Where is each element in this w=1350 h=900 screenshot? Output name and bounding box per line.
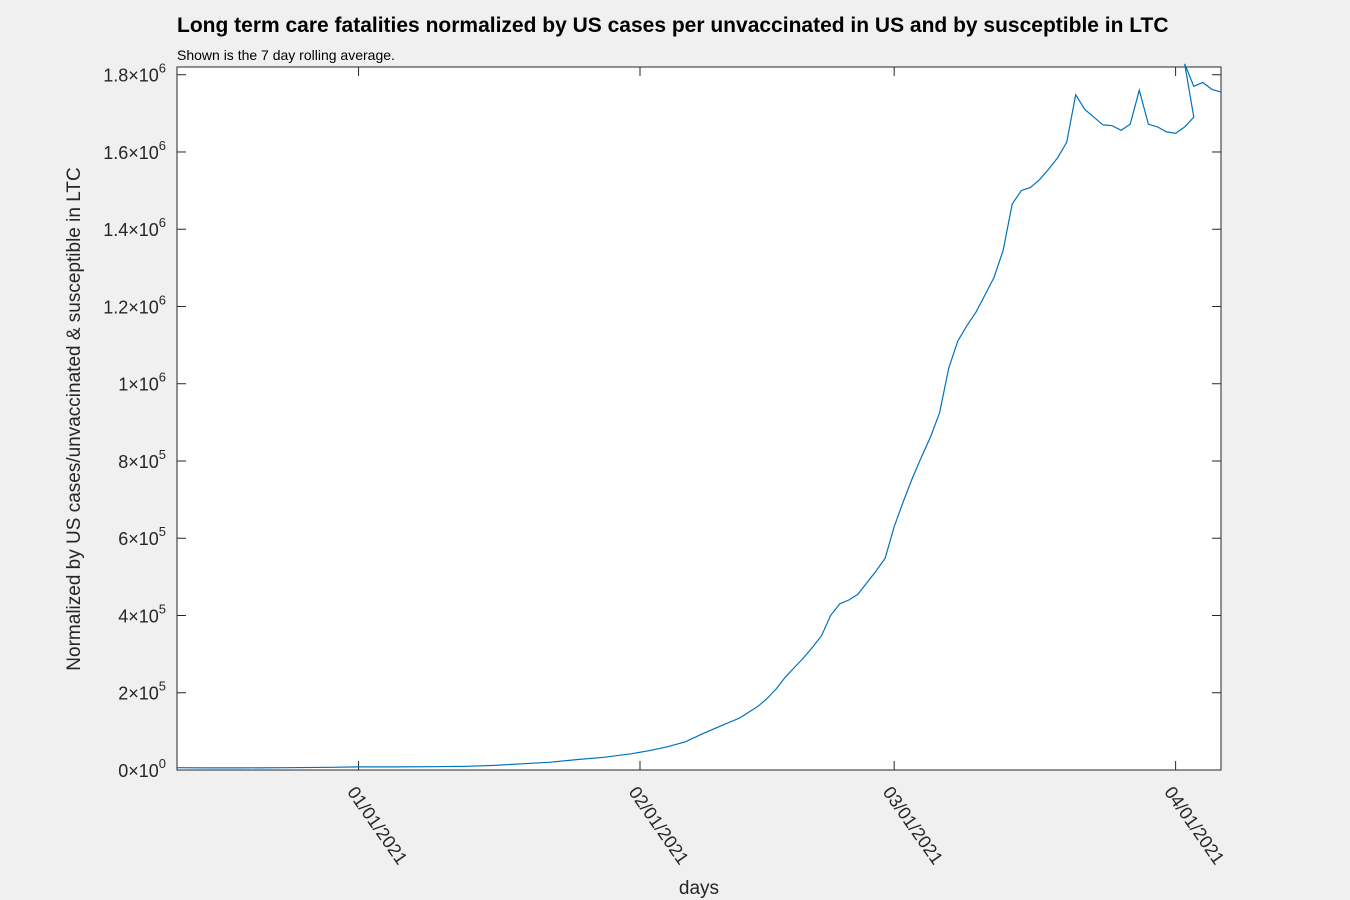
y-tick-label: 6×105 — [118, 524, 166, 549]
y-tick-label: 1.8×106 — [103, 61, 166, 86]
y-tick-label: 1.6×106 — [103, 138, 166, 163]
x-axis-label: days — [679, 878, 719, 899]
series-group — [176, 63, 1222, 769]
y-tick-label: 1×106 — [118, 370, 166, 395]
x-tick-label: 04/01/2021 — [1160, 783, 1228, 868]
y-tick-label: 1.2×106 — [103, 292, 166, 317]
y-tick-label: 0×100 — [118, 756, 166, 781]
y-tick-label: 4×105 — [118, 601, 166, 626]
y-tick-label: 2×105 — [118, 679, 166, 704]
y-tick-label: 8×105 — [118, 447, 166, 472]
series-line — [176, 63, 1222, 769]
y-axis: 0×100 2×105 4×105 6×105 8×105 1×106 1.2×106 1.4… — [103, 61, 1221, 781]
chart-subtitle: Shown is the 7 day rolling average. — [177, 47, 395, 63]
y-axis-label: Normalized by US cases/unvaccinated & su… — [64, 167, 85, 670]
chart-title: Long term care fatalities normalized by … — [177, 14, 1169, 37]
x-tick-label: 01/01/2021 — [343, 783, 411, 868]
y-tick-label: 1.4×106 — [103, 215, 166, 240]
x-tick-label: 03/01/2021 — [879, 783, 947, 868]
x-tick-label: 02/01/2021 — [625, 783, 693, 868]
plot-area — [176, 66, 1222, 771]
